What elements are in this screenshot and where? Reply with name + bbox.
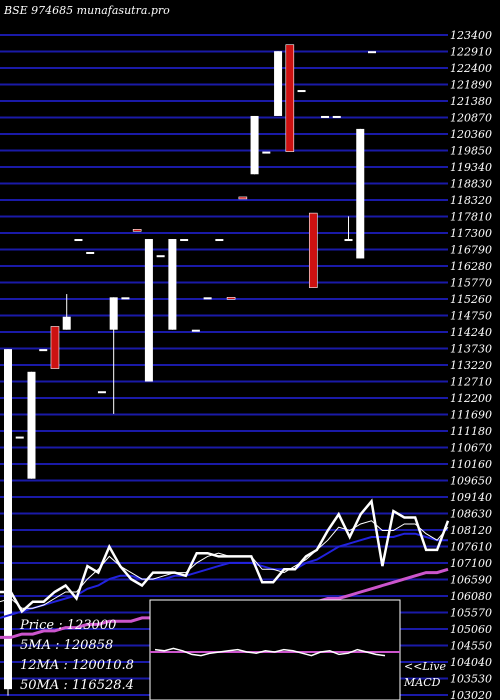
candle-body — [39, 349, 48, 352]
macd-label-line2: MACD — [403, 676, 441, 689]
candle-body — [74, 239, 83, 242]
axis-tick-label: 113730 — [450, 343, 492, 356]
axis-tick-label: 117810 — [450, 211, 492, 224]
candle-body — [144, 239, 153, 382]
axis-tick-label: 107100 — [450, 557, 492, 570]
candle-body — [250, 115, 259, 175]
axis-tick-label: 114240 — [450, 326, 492, 339]
axis-tick-label: 115260 — [450, 293, 492, 306]
axis-tick-label: 105060 — [450, 623, 492, 636]
candles — [4, 44, 376, 696]
candle-body — [215, 239, 224, 242]
chart-title: BSE 974685 munafasutra.pro — [3, 4, 170, 17]
axis-tick-label: 123400 — [450, 29, 492, 42]
ma5-line — [0, 520, 449, 609]
axis-tick-label: 119340 — [450, 161, 492, 174]
candle-body — [132, 229, 142, 232]
candle-body — [238, 196, 248, 200]
axis-tick-label: 106590 — [450, 574, 492, 587]
candle-body — [332, 115, 341, 118]
macd-line — [154, 647, 386, 657]
axis-tick-label: 112710 — [450, 376, 492, 389]
candle-body — [321, 115, 330, 118]
axis-tick-label: 112200 — [450, 392, 492, 405]
axis-tick-label: 117300 — [450, 227, 492, 240]
axis-tick-label: 111690 — [450, 409, 492, 422]
candle-body — [297, 90, 306, 93]
candle-body — [62, 316, 71, 330]
axis-tick-label: 121890 — [450, 79, 492, 92]
axis-tick-label: 116280 — [450, 260, 492, 273]
axis-tick-label: 108630 — [450, 508, 492, 521]
candle-body — [203, 297, 212, 300]
candle-body — [156, 255, 165, 258]
grid-lines — [0, 34, 448, 696]
candle-body — [4, 349, 12, 690]
axis-tick-label: 104040 — [450, 656, 492, 669]
candle-body — [97, 391, 106, 394]
legend-ma12: 12MA : 120010.8 — [20, 658, 134, 673]
axis-tick-label: 110670 — [450, 442, 492, 455]
axis-tick-label: 108120 — [450, 524, 492, 537]
axis-tick-label: 118320 — [450, 194, 492, 207]
axis-tick-label: 109650 — [450, 475, 492, 488]
candle-body — [191, 329, 200, 332]
price-axis: 123400 122910 122400 121890 121380 120870 1203… — [450, 29, 492, 700]
macd-panel — [149, 599, 401, 700]
candle-body — [262, 151, 271, 154]
axis-tick-label: 103530 — [450, 673, 492, 686]
axis-tick-label: 103020 — [450, 689, 492, 700]
candle-body — [86, 251, 95, 254]
axis-tick-label: 113220 — [450, 359, 492, 372]
candle-body — [344, 239, 353, 242]
axis-tick-label: 114750 — [450, 310, 492, 323]
legend-ma50: 50MA : 116528.4 — [20, 678, 134, 693]
axis-tick-label: 107610 — [450, 541, 492, 554]
axis-tick-label: 111180 — [450, 425, 492, 438]
axis-tick-label: 115770 — [450, 277, 492, 290]
candle-body — [226, 297, 236, 300]
macd-label-line1: <<Live — [404, 660, 446, 673]
axis-tick-label: 110160 — [450, 458, 492, 471]
axis-tick-label: 120360 — [450, 128, 492, 141]
candle-body — [121, 297, 130, 300]
candle-body — [27, 371, 36, 479]
axis-tick-label: 106080 — [450, 590, 492, 603]
candle-body — [15, 436, 24, 439]
candle-body — [285, 44, 295, 152]
candle-body — [168, 239, 177, 330]
candle-body — [274, 51, 283, 116]
candle-body — [356, 128, 365, 259]
candle-body — [109, 297, 118, 330]
candle-body — [50, 326, 60, 369]
axis-tick-label: 122910 — [450, 46, 492, 59]
axis-tick-label: 120870 — [450, 112, 492, 125]
candle-body — [308, 212, 318, 288]
candle-body — [180, 239, 189, 242]
axis-tick-label: 109140 — [450, 491, 492, 504]
axis-tick-label: 118830 — [450, 178, 492, 191]
axis-tick-label: 121380 — [450, 95, 492, 108]
legend-ma5: 5MA : 120858 — [20, 638, 113, 653]
axis-tick-label: 116790 — [450, 244, 492, 257]
axis-tick-label: 104550 — [450, 640, 492, 653]
price-line — [0, 498, 450, 614]
macd-frame — [149, 599, 401, 700]
axis-tick-label: 119850 — [450, 145, 492, 158]
legend-price: Price : 123000 — [19, 618, 116, 633]
axis-tick-label: 122400 — [450, 62, 492, 75]
candle-body — [368, 51, 376, 54]
axis-tick-label: 105570 — [450, 607, 492, 620]
